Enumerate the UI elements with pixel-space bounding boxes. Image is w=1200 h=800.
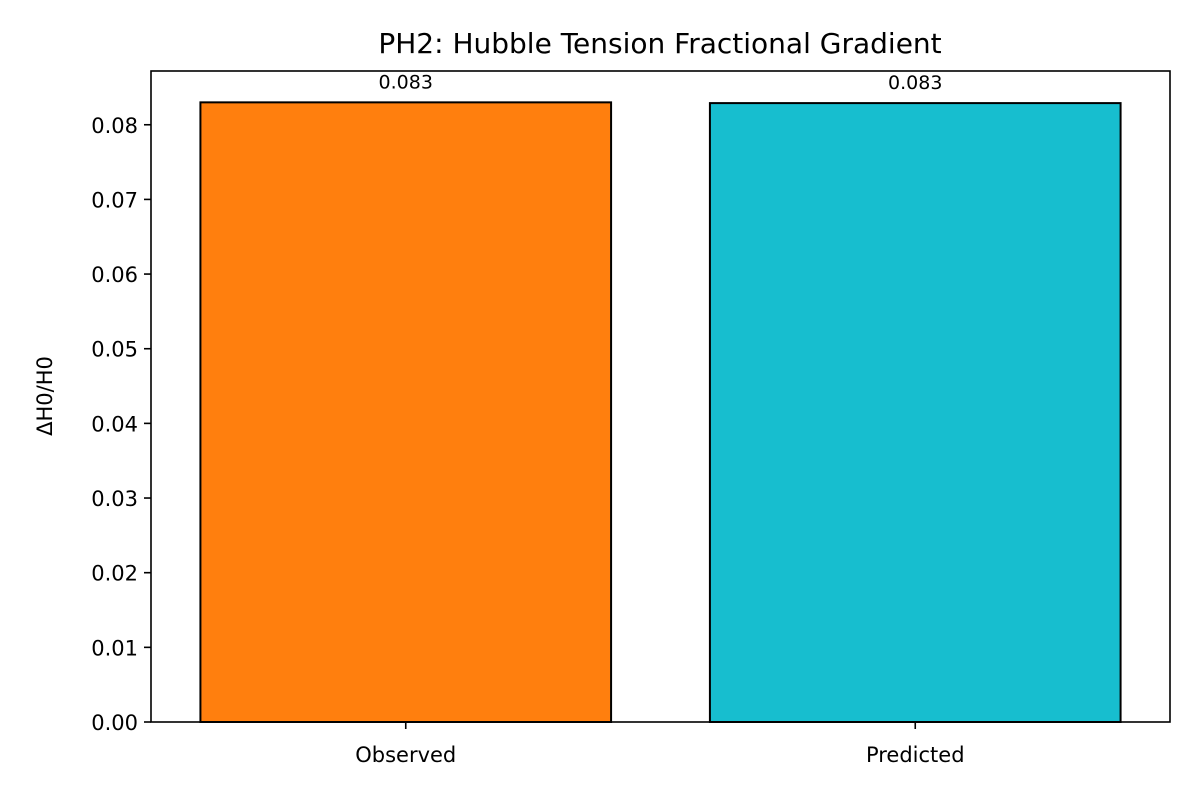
y-tick-label: 0.01	[91, 636, 138, 660]
y-tick-label: 0.03	[91, 487, 138, 511]
y-axis: 0.00 0.01 0.02 0.03 0.04 0.05 0.06 0.07 0.08	[91, 114, 151, 735]
y-tick-label: 0.05	[91, 338, 138, 362]
y-tick-label: 0.07	[91, 188, 138, 212]
y-tick-label: 0.04	[91, 412, 138, 436]
data-labels-group: 0.083 0.083	[379, 71, 943, 94]
y-tick-label: 0.00	[91, 711, 138, 735]
bar-predicted	[708, 102, 1122, 724]
y-tick-label: 0.06	[91, 263, 138, 287]
y-axis-label: ΔH0/H0	[33, 356, 57, 436]
plot-frame	[150, 70, 1171, 723]
data-label-predicted: 0.083	[888, 72, 942, 94]
chart-title: PH2: Hubble Tension Fractional Gradient	[378, 27, 941, 60]
data-label-observed: 0.083	[379, 71, 433, 93]
x-tick-label: Observed	[355, 743, 456, 767]
y-tick-label: 0.02	[91, 562, 138, 586]
y-tick-label: 0.08	[91, 114, 138, 138]
x-axis: Observed Predicted	[355, 722, 965, 767]
bars-group	[199, 101, 1122, 724]
x-tick-label: Predicted	[866, 743, 965, 767]
bar-observed	[199, 101, 613, 723]
